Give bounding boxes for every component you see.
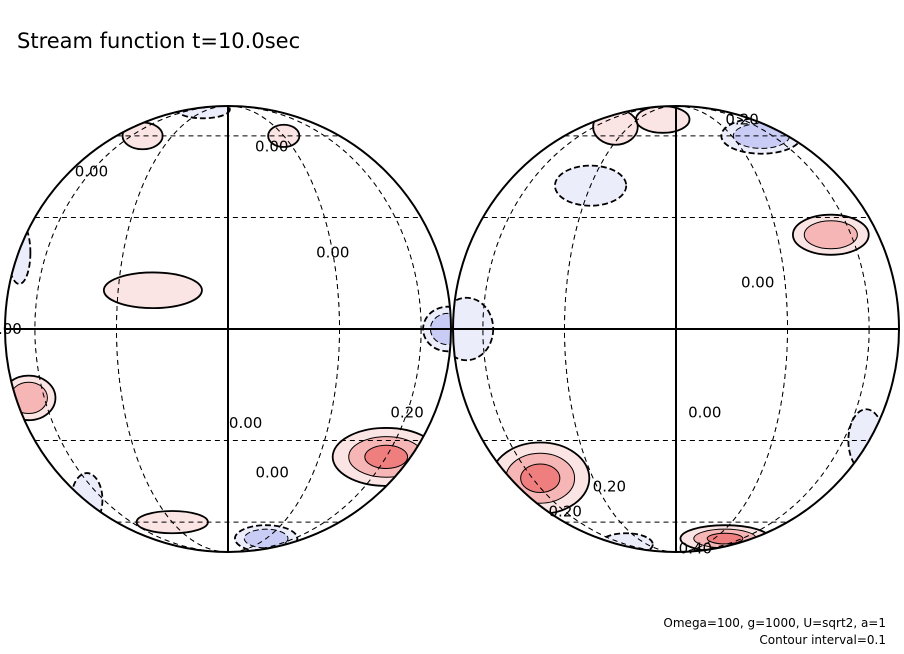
positive-cell: [364, 445, 408, 469]
contour-label: 0.20: [390, 404, 423, 422]
contour-line: [7, 220, 32, 285]
contour-line: [102, 271, 203, 310]
hemisphere-right-outline: [452, 105, 900, 553]
contour-line: [598, 532, 654, 552]
contour-label: 0.00: [229, 414, 262, 432]
contour-label: 0.40: [679, 540, 712, 558]
contour-line: [5, 374, 57, 422]
positive-cell: [804, 220, 858, 249]
contour-label: 0.00: [0, 320, 22, 338]
contour-label: 0.20: [725, 110, 758, 128]
contour-line: [243, 528, 289, 549]
positive-cell: [103, 272, 202, 309]
contour-label: 0.00: [256, 463, 289, 481]
contour-line: [554, 164, 628, 207]
contour-line: [364, 444, 409, 470]
contour-label: 0.00: [688, 404, 721, 422]
contour-label: 0.00: [255, 137, 288, 155]
contour-label: 0.20: [549, 503, 582, 521]
contour-label: 0.20: [593, 478, 626, 496]
positive-cell: [707, 533, 743, 544]
positive-cell: [122, 122, 163, 150]
contour-line: [803, 220, 858, 250]
contour-line: [135, 510, 209, 535]
footnote-contour-interval: Contour interval=0.1: [759, 633, 886, 647]
negative-cell: [176, 106, 230, 119]
hemisphere-left: 0.00 0.00 0.00 0.00 0.20 0.00 0.00: [0, 105, 452, 553]
contour-line: [267, 123, 301, 148]
contour-label: 0.00: [316, 244, 349, 262]
contour-line: [792, 213, 870, 256]
positive-cell: [520, 463, 560, 493]
hemisphere-right: 0.20 0.00 0.00 0.20 0.20 0.40: [452, 105, 900, 558]
chart-title: Stream function t=10.0sec: [17, 29, 300, 53]
contour-line: [520, 463, 561, 493]
hemisphere-left-outline: [4, 105, 452, 553]
contour-line: [429, 312, 451, 346]
footnote-parameters: Omega=100, g=1000, U=sqrt2, a=1: [663, 616, 886, 630]
hemisphere-right-contour-labels: 0.20 0.00 0.00 0.20 0.20 0.40: [549, 110, 775, 557]
contour-line: [706, 532, 744, 545]
contour-label: 0.00: [741, 274, 774, 292]
contour-label: 0.00: [75, 162, 108, 180]
